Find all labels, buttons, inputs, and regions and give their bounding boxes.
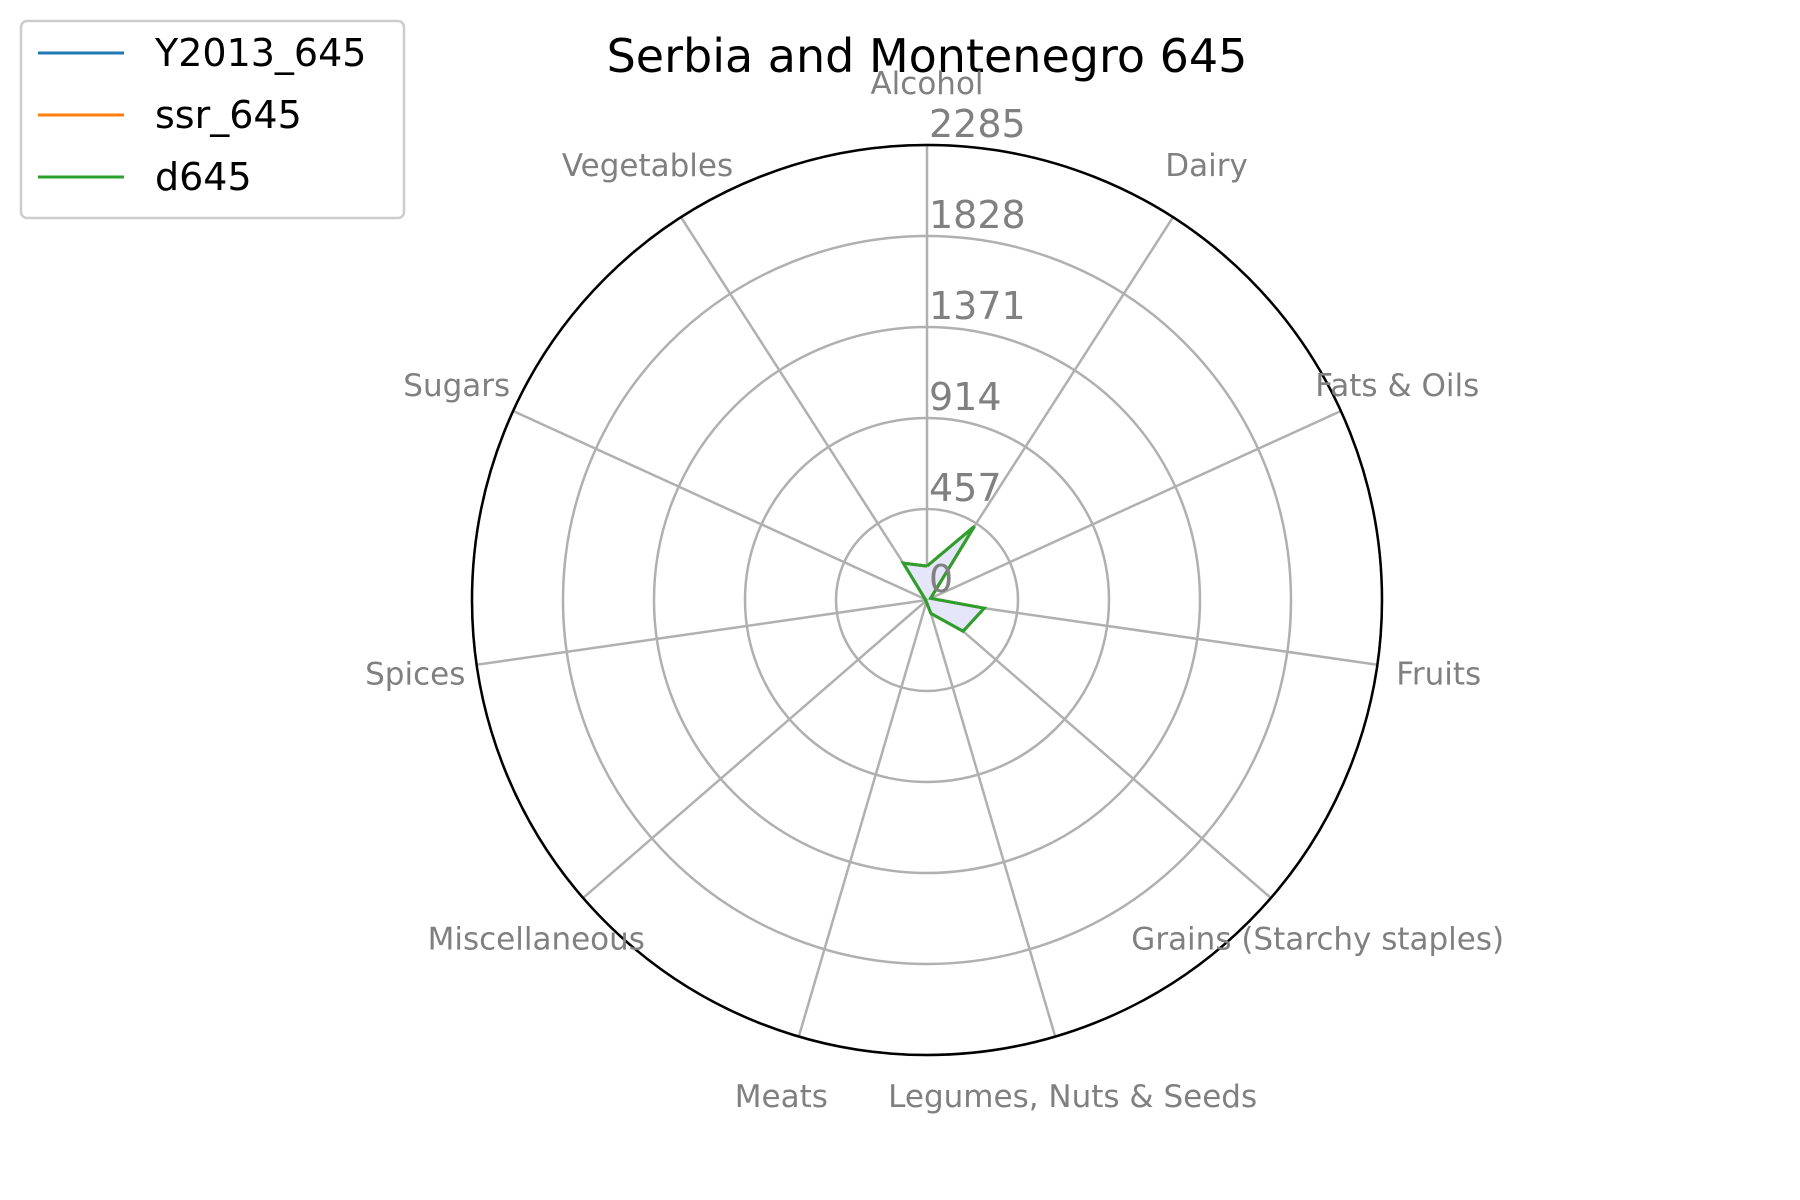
spoke-line [925, 599, 1057, 1037]
legend-entry-ssr_645: ssr_645 [155, 93, 302, 137]
legend-entry-d645: d645 [155, 155, 252, 199]
radar-grid [470, 143, 1384, 1057]
spoke-line [679, 216, 929, 601]
spoke-line [926, 409, 1342, 602]
category-label: Fruits [1396, 657, 1481, 693]
tick-label-0: 0 [929, 557, 953, 601]
tick-label-914: 914 [929, 375, 1002, 419]
category-label: Vegetables [562, 148, 733, 184]
category-label: Grains (Starchy staples) [1131, 922, 1504, 958]
tick-label-1828: 1828 [929, 193, 1026, 237]
category-label: Dairy [1165, 148, 1248, 184]
category-label: Sugars [403, 368, 510, 404]
legend-entry-Y2013_645: Y2013_645 [154, 31, 366, 75]
category-label: Miscellaneous [428, 922, 645, 958]
category-labels: Alcohol Dairy Fats & Oils Fruits Grains (Sta… [365, 66, 1504, 1115]
category-label: Spices [365, 657, 465, 693]
category-label: Meats [735, 1079, 828, 1115]
legend: Y2013_645 ssr_645 d645 [19, 19, 406, 220]
polar-frame [470, 143, 1384, 1057]
spoke-line [926, 599, 1272, 899]
spoke-line [926, 598, 1378, 666]
legend-box [19, 19, 406, 220]
series-line-d645 [900, 525, 988, 634]
spoke-line [476, 598, 928, 666]
category-label: Legumes, Nuts & Seeds [888, 1079, 1257, 1115]
tick-label-1371: 1371 [929, 284, 1026, 328]
spoke-line [797, 599, 929, 1037]
category-label: Fats & Oils [1315, 368, 1479, 404]
tick-label-457: 457 [929, 466, 1002, 510]
radial-tick-labels: 0 457 914 1371 1828 2285 [929, 102, 1026, 601]
tick-label-2285: 2285 [929, 102, 1026, 146]
radar-series [900, 525, 988, 634]
spoke-line [512, 409, 928, 602]
spoke-line [582, 599, 928, 899]
chart-title: Serbia and Montenegro 645 [607, 29, 1248, 83]
category-label: Alcohol [870, 66, 983, 102]
